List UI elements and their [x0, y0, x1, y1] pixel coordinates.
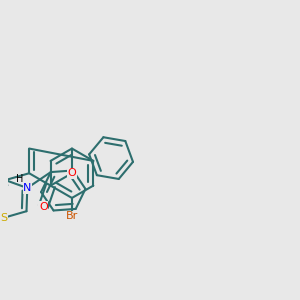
Text: O: O	[39, 202, 48, 212]
Text: O: O	[68, 168, 76, 178]
Text: N: N	[23, 183, 32, 193]
Text: S: S	[1, 213, 8, 223]
Text: Br: Br	[66, 212, 78, 221]
Text: H: H	[16, 174, 24, 184]
